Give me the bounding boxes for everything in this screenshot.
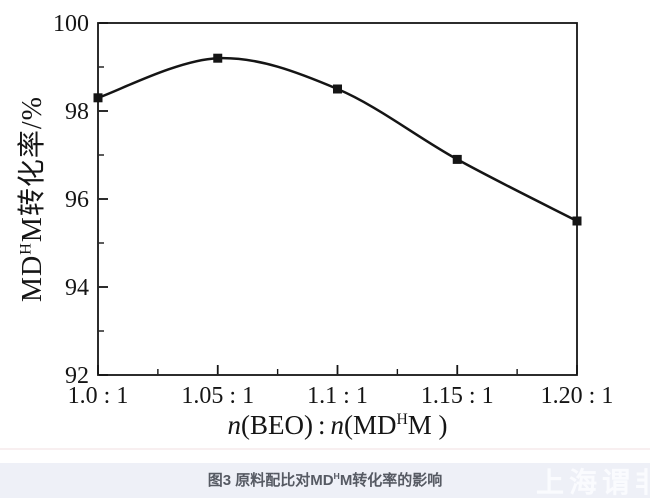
x-tick-label: 1.1 : 1 <box>307 383 368 409</box>
plot-canvas: 100 98 96 94 921.0 : 1 1.05 : 1 1.1 : 1 1.15 : … <box>53 11 614 409</box>
data-line <box>97 56 578 223</box>
x-axis-label: n(BEO): n(MDHM ) <box>98 410 577 441</box>
figure-caption-text2: M转化率的影响 <box>339 472 443 489</box>
line-chart: 100 98 96 94 92 1.0 : 1 1.05 : 1 1.1 : 1 1.15 : … <box>10 11 614 441</box>
x-axis-label-n2: n <box>330 410 344 440</box>
data-point-marker <box>213 53 223 63</box>
x-axis-label-p2: (MD <box>343 410 397 440</box>
data-point-marker <box>93 93 103 103</box>
x-axis-label-p1: (BEO) <box>240 410 313 440</box>
x-axis-label-sup: H <box>396 411 408 428</box>
data-point-marker <box>572 216 582 226</box>
y-axis-label-text: MD <box>17 254 48 302</box>
y-axis-label-text2: M转化率/% <box>17 96 48 243</box>
x-tick-label: 1.0 : 1 <box>68 383 129 409</box>
caption-divider <box>0 448 650 450</box>
y-tick-label: 98 <box>65 99 89 125</box>
caption-band: 图3 原料配比对MDHM转化率的影响 上海谓非 <box>0 463 650 498</box>
figure-caption-sup: H <box>333 471 340 481</box>
y-tick-label: 100 <box>53 11 89 37</box>
plot-frame <box>97 22 578 376</box>
y-tick-label: 94 <box>65 275 89 301</box>
watermark: 上海谓非 <box>535 466 650 498</box>
figure-caption: 图3 原料配比对MDHM转化率的影响 <box>0 463 650 498</box>
x-axis-label-p3: M ) <box>407 410 448 440</box>
y-tick-label: 96 <box>65 187 89 213</box>
data-point-marker <box>452 154 462 164</box>
y-axis-label-sup: H <box>16 242 35 255</box>
y-axis-label: MDHM转化率/% <box>10 96 50 302</box>
data-point-marker <box>333 84 342 94</box>
y-tick-label: 92 <box>65 363 89 389</box>
x-tick-label: 1.05 : 1 <box>181 383 254 409</box>
x-tick-label: 1.15 : 1 <box>421 383 494 409</box>
x-axis-label-n1: n <box>227 410 241 440</box>
x-axis-label-sep: : <box>317 410 326 440</box>
x-tick-label: 1.20 : 1 <box>541 383 614 409</box>
figure-caption-text: 图3 原料配比对MD <box>207 472 334 489</box>
